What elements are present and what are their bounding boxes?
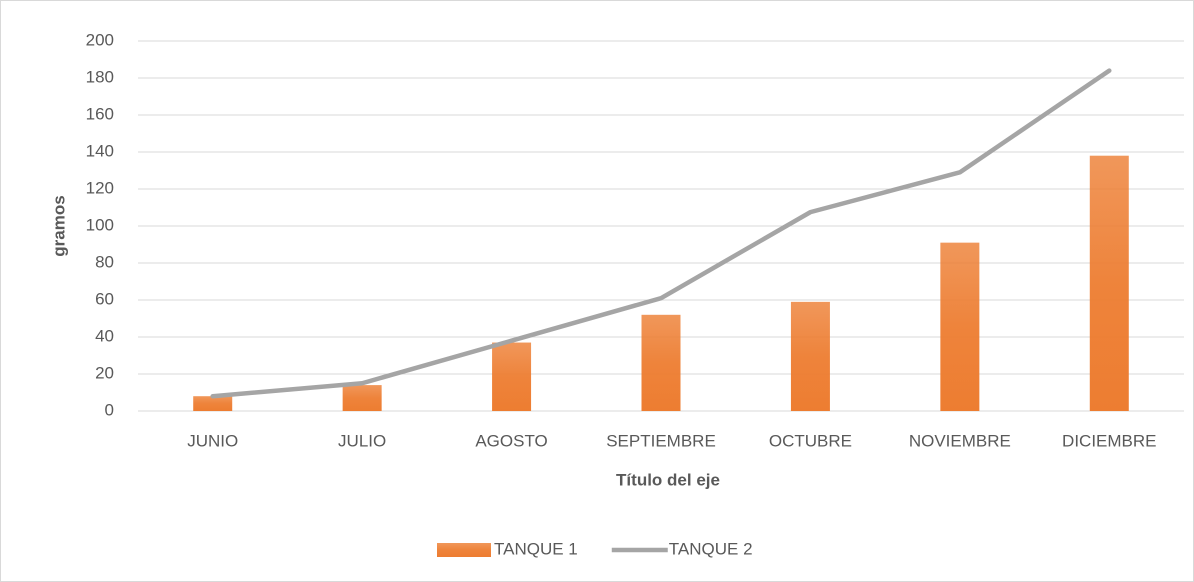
x-tick-label: AGOSTO xyxy=(475,431,547,450)
y-tick-label: 20 xyxy=(95,363,114,382)
bar xyxy=(940,242,980,411)
line xyxy=(210,68,1112,399)
legend-label: TANQUE 2 xyxy=(669,539,753,558)
bar xyxy=(1089,155,1129,411)
x-tick-label: SEPTIEMBRE xyxy=(606,431,716,450)
x-tick-label: JUNIO xyxy=(187,431,238,450)
x-tick-label: JULIO xyxy=(338,431,386,450)
y-tick-label: 180 xyxy=(86,67,114,86)
x-tick-label: OCTUBRE xyxy=(769,431,852,450)
bar xyxy=(342,385,382,411)
y-tick-label: 40 xyxy=(95,326,114,345)
x-axis-title: Título del eje xyxy=(616,470,720,489)
bar xyxy=(790,301,830,411)
y-tick-label: 160 xyxy=(86,104,114,123)
bar xyxy=(641,314,681,411)
bar xyxy=(492,342,532,411)
y-tick-label: 0 xyxy=(105,400,114,419)
x-tick-label: NOVIEMBRE xyxy=(909,431,1011,450)
bar xyxy=(193,396,233,411)
y-tick-label: 200 xyxy=(86,30,114,49)
y-axis-title: gramos xyxy=(49,195,68,256)
y-tick-label: 100 xyxy=(86,215,114,234)
y-tick-label: 80 xyxy=(95,252,114,271)
y-tick-label: 120 xyxy=(86,178,114,197)
x-tick-label: DICIEMBRE xyxy=(1062,431,1156,450)
legend-label: TANQUE 1 xyxy=(494,539,578,558)
y-tick-label: 60 xyxy=(95,289,114,308)
legend-swatch xyxy=(437,543,491,557)
y-tick-label: 140 xyxy=(86,141,114,160)
